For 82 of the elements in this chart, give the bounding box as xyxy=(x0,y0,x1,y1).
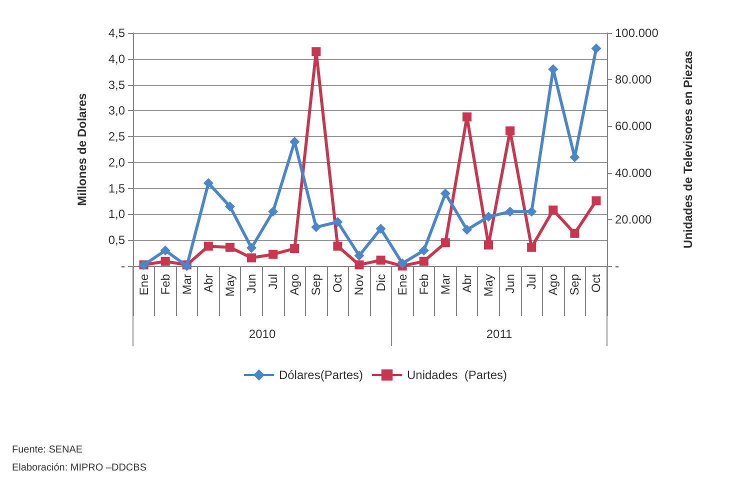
point xyxy=(268,250,278,259)
point xyxy=(376,256,386,265)
y-tick-label: 4,5 xyxy=(108,26,126,40)
point xyxy=(440,238,450,248)
y-tick-label: 1,5 xyxy=(108,181,126,196)
y2-axis-title: Unidades de Televisores en Piezas xyxy=(681,50,695,248)
y-tick-label: 3,5 xyxy=(108,78,126,92)
y-tick-label: 2,5 xyxy=(108,130,126,144)
point xyxy=(484,240,493,250)
point xyxy=(268,206,278,217)
point xyxy=(311,222,322,232)
x-tick-label: May xyxy=(222,274,237,297)
legend-label: Unidades (Partes) xyxy=(406,368,508,382)
point xyxy=(506,126,515,136)
point xyxy=(376,224,386,234)
x-tick-label: Ago xyxy=(288,274,302,296)
point xyxy=(440,188,450,199)
point xyxy=(247,253,256,262)
y-axis-title: Millones de Dolares xyxy=(75,92,89,206)
point xyxy=(419,256,428,266)
x-tick-label: Feb xyxy=(416,274,431,295)
point xyxy=(160,256,170,266)
y-tick-label: 0,5 xyxy=(108,233,126,248)
y2-tick-label: 20.000 xyxy=(615,212,652,226)
point xyxy=(312,47,321,56)
y-tick-label: 1,0 xyxy=(108,207,126,222)
x-tick-label: Ene xyxy=(395,274,410,296)
x-tick-label: Jun xyxy=(503,274,518,294)
point xyxy=(204,242,213,251)
point xyxy=(246,242,256,253)
point xyxy=(290,244,300,254)
x-tick-label: Oct xyxy=(330,273,345,293)
legend-label: Dólares(Partes) xyxy=(278,368,363,382)
y2-tick-label: 40.000 xyxy=(615,166,652,180)
point xyxy=(591,44,602,54)
y-tick-label: - xyxy=(121,259,125,273)
point xyxy=(224,201,235,212)
x-tick-label: May xyxy=(482,274,496,297)
point xyxy=(548,206,558,215)
point xyxy=(354,260,364,270)
point xyxy=(333,242,342,251)
x-tick-label: Feb xyxy=(158,274,172,295)
y2-tick-label: 60.000 xyxy=(615,119,652,134)
y-tick-label: 2,0 xyxy=(108,155,126,170)
x-tick-label: Abr xyxy=(460,274,474,293)
x-tick-label: Sep xyxy=(309,274,324,296)
point xyxy=(418,245,429,256)
x-tick-label: Jul xyxy=(266,274,280,290)
point xyxy=(225,242,234,252)
y-tick-label: 3,0 xyxy=(108,104,126,118)
y-tick-label: 4,0 xyxy=(108,52,126,66)
x-tick-label: Jul xyxy=(524,274,539,290)
point xyxy=(526,206,537,217)
text: 2011 xyxy=(486,327,512,341)
x-tick-label: Abr xyxy=(201,274,216,293)
point xyxy=(354,250,364,261)
x-tick-label: Ago xyxy=(546,274,560,296)
x-tick-label: Oct xyxy=(589,273,604,293)
x-tick-label: Mar xyxy=(438,274,452,295)
point xyxy=(484,212,494,222)
point xyxy=(160,245,170,256)
point xyxy=(462,112,472,122)
x-tick-label: Mar xyxy=(180,274,194,295)
point xyxy=(332,216,343,227)
point xyxy=(505,206,516,217)
y2-tick-label: - xyxy=(615,259,619,273)
x-tick-label: Dic xyxy=(374,274,388,292)
x-tick-label: Jun xyxy=(244,274,258,294)
x-tick-label: Nov xyxy=(352,274,366,296)
point xyxy=(462,224,472,235)
x-tick-label: Sep xyxy=(568,274,582,296)
y2-tick-label: 100.000 xyxy=(615,26,659,40)
y2-tick-label: 80.000 xyxy=(615,72,652,87)
point xyxy=(527,242,536,252)
source-note: Fuente: SENAE xyxy=(12,444,83,456)
text: Elaboración: MIPRO –DDCBS xyxy=(12,462,147,474)
text: 2010 xyxy=(248,327,276,341)
point xyxy=(203,178,214,188)
point xyxy=(592,196,601,206)
x-tick-label: Ene xyxy=(136,274,151,296)
point xyxy=(397,258,408,268)
point xyxy=(570,228,580,238)
